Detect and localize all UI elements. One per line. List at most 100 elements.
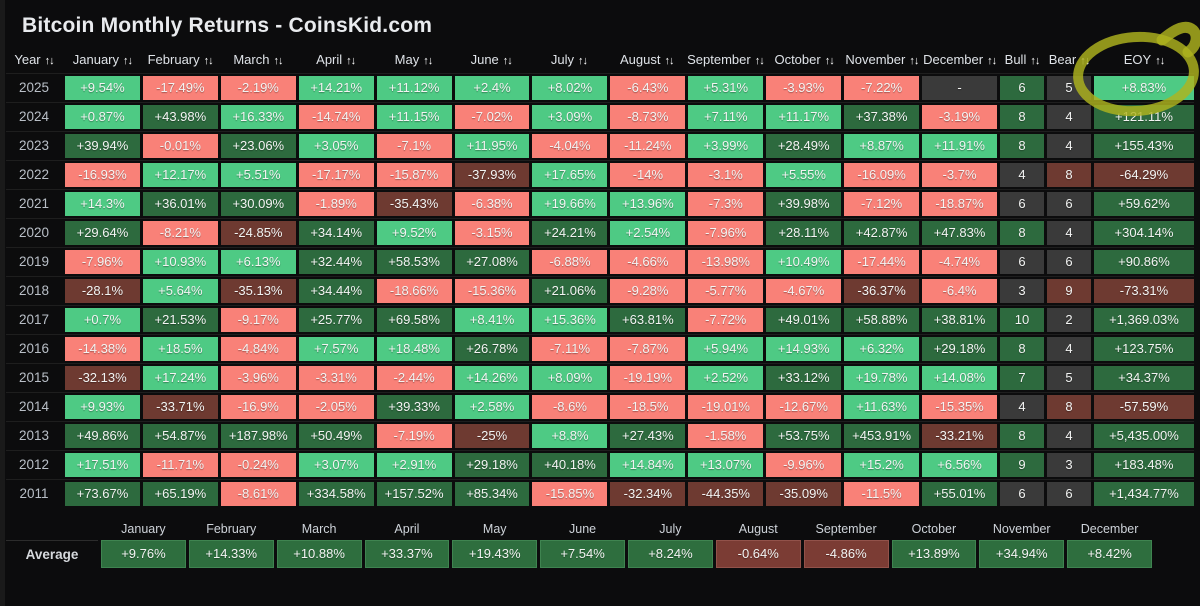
column-header-bear[interactable]: Bear ↑↓ [1047,52,1091,67]
return-cell: +0.7% [65,308,140,332]
return-cell: -7.3% [688,192,764,216]
return-cell: +27.43% [610,424,686,448]
return-cell: +58.88% [844,308,920,332]
bear-count-cell: 6 [1046,250,1091,274]
column-header-may[interactable]: May ↑↓ [376,52,451,67]
return-cell: +5.55% [766,163,842,187]
return-cell: -32.13% [65,366,140,390]
column-header-eoy[interactable]: EOY ↑↓ [1094,52,1194,67]
return-cell: -3.7% [922,163,997,187]
return-cell: -3.19% [922,105,997,129]
return-cell: -14% [610,163,686,187]
table-row: 2011 +73.67% +65.19% -8.61% +334.58% +157.52%… [6,479,1194,508]
sort-icon: ↑↓ [502,55,513,67]
bear-count-cell: 6 [1046,192,1091,216]
return-cell: -32.34% [610,482,686,506]
return-cell: +27.08% [454,250,530,274]
return-cell: -3.15% [454,221,530,245]
column-header-december[interactable]: December ↑↓ [922,52,997,67]
return-cell: -7.1% [376,134,452,158]
column-header-august[interactable]: August ↑↓ [609,52,684,67]
average-value-cell: -0.64% [715,540,801,568]
return-cell: +37.38% [844,105,920,129]
return-cell: -16.93% [65,163,140,187]
return-cell: -5.77% [688,279,764,303]
return-cell: -6.88% [532,250,608,274]
return-cell: +187.98% [220,424,296,448]
return-cell: +14.93% [766,337,842,361]
return-cell: +8.87% [844,134,920,158]
return-cell: +3.99% [688,134,764,158]
return-cell: +21.53% [142,308,218,332]
average-values-row: Average +9.76% +14.33% +10.88% +33.37% +19.43… [6,540,1152,568]
return-cell: -4.84% [220,337,296,361]
column-header-april[interactable]: April ↑↓ [298,52,373,67]
return-cell: +13.07% [688,453,764,477]
return-cell: +25.77% [298,308,374,332]
return-cell: -2.05% [298,395,374,419]
return-cell: +16.33% [220,105,296,129]
return-cell: -17.44% [844,250,920,274]
return-cell: -11.5% [844,482,920,506]
column-header-bull[interactable]: Bull ↑↓ [1000,52,1044,67]
return-cell: - [922,76,997,100]
return-cell: +10.93% [142,250,218,274]
bull-count-cell: 4 [999,395,1044,419]
return-cell: +34.44% [298,279,374,303]
eoy-cell: +90.86% [1093,250,1194,274]
table-row: 2015 -32.13% +17.24% -3.96% -3.31% -2.44% +14.… [6,363,1194,392]
return-cell: +3.07% [298,453,374,477]
return-cell: -17.17% [298,163,374,187]
return-cell: +34.14% [298,221,374,245]
column-header-june[interactable]: June ↑↓ [454,52,529,67]
bear-count-cell: 2 [1046,308,1091,332]
bull-count-cell: 6 [999,482,1044,506]
return-cell: -7.96% [65,250,140,274]
bull-count-cell: 3 [999,279,1044,303]
return-cell: -4.74% [922,250,997,274]
return-cell: +21.06% [532,279,608,303]
average-value-cell: +19.43% [452,540,538,568]
bear-count-cell: 3 [1046,453,1091,477]
return-cell: -4.04% [532,134,608,158]
eoy-cell: +59.62% [1093,192,1194,216]
column-header-label: Bull [1004,52,1027,67]
return-cell: +65.19% [142,482,218,506]
average-value-cell: +8.42% [1067,540,1152,568]
return-cell: +8.8% [532,424,608,448]
table-row: 2016 -14.38% +18.5% -4.84% +7.57% +18.48% +26.… [6,334,1194,363]
average-spacer [6,518,98,540]
column-header-september[interactable]: September ↑↓ [687,52,765,67]
return-cell: +9.93% [65,395,140,419]
return-cell: +11.17% [766,105,842,129]
return-cell: -35.43% [376,192,452,216]
return-cell: -8.73% [610,105,686,129]
column-header-label: Year [14,52,41,67]
column-header-march[interactable]: March ↑↓ [221,52,296,67]
return-cell: -8.61% [220,482,296,506]
return-cell: +5.64% [142,279,218,303]
sort-icon: ↑↓ [1030,55,1040,67]
year-label: 2011 [19,486,49,501]
average-month-labels-row: January February March April May June July Augu… [6,518,1152,540]
average-month-label: November [992,522,1051,536]
eoy-cell: -64.29% [1093,163,1194,187]
return-cell: -6.43% [610,76,686,100]
return-cell: +8.09% [532,366,608,390]
return-cell: -7.02% [454,105,530,129]
column-header-january[interactable]: January ↑↓ [65,52,140,67]
sort-icon: ↑↓ [346,55,356,67]
column-header-february[interactable]: February ↑↓ [143,52,218,67]
column-header-october[interactable]: October ↑↓ [767,52,842,67]
table-row: 2017 +0.7% +21.53% -9.17% +25.77% +69.58% +8.4… [6,305,1194,334]
return-cell: +15.36% [532,308,608,332]
year-label: 2017 [18,312,50,327]
return-cell: +14.08% [922,366,997,390]
column-header-july[interactable]: July ↑↓ [532,52,607,67]
column-header-november[interactable]: November ↑↓ [844,52,919,67]
average-value-cell: +10.88% [276,540,362,568]
return-cell: -16.09% [844,163,920,187]
return-cell: +334.58% [298,482,374,506]
return-cell: +54.87% [142,424,218,448]
column-header-year[interactable]: Year ↑↓ [6,52,62,67]
